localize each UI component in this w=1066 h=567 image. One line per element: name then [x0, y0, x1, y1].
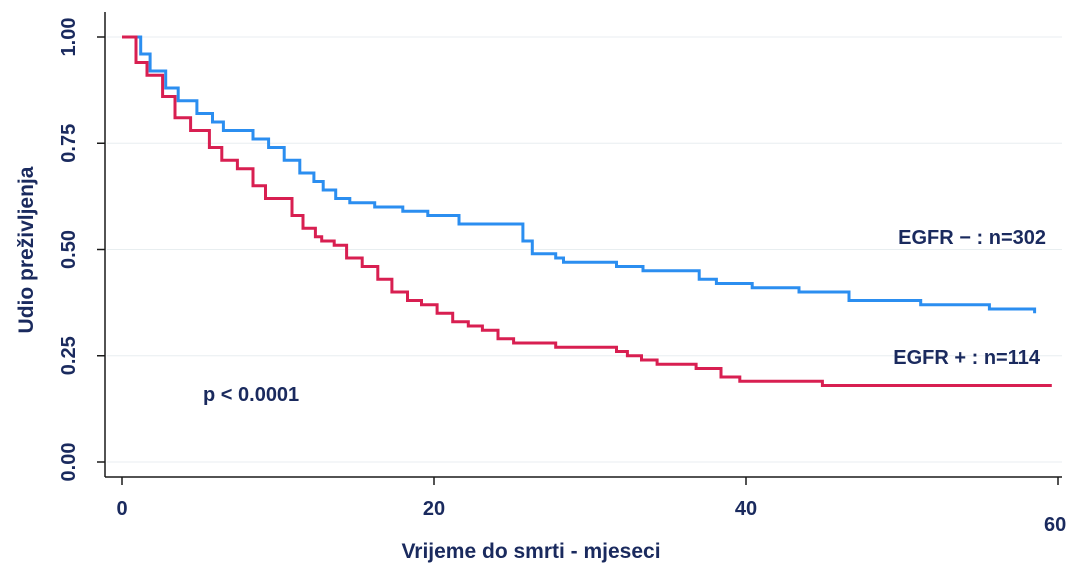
y-tick-label-3: 0.75	[58, 124, 80, 163]
y-tick-label-2: 0.50	[58, 230, 80, 269]
y-axis-title: Udio preživljenja	[15, 166, 38, 333]
x-tick-label-1: 20	[423, 498, 445, 520]
series-line-egfr-positive	[122, 35, 1052, 387]
legend-label-egfr-positive: EGFR + : n=114	[893, 347, 1041, 369]
x-tick-label-3: 60	[1044, 514, 1066, 536]
grid-layer	[107, 36, 1062, 463]
y-tick-label-1: 0.25	[58, 336, 80, 375]
x-tick-label-0: 0	[116, 498, 127, 520]
x-tick-label-2: 40	[735, 498, 757, 520]
ticks-layer: 0 20 40 60 0.00 0.25 0.50 0.75 1.00	[58, 18, 1066, 536]
legend-label-egfr-negative: EGFR − : n=302	[898, 227, 1046, 249]
y-tick-label-4: 1.00	[58, 18, 80, 57]
y-tick-label-0: 0.00	[58, 443, 80, 482]
series-line-egfr-negative	[122, 35, 1037, 314]
series-layer	[122, 35, 1052, 387]
p-value-label: p < 0.0001	[203, 384, 299, 406]
x-axis-title: Vrijeme do smrti - mjeseci	[401, 540, 660, 563]
axes-layer	[104, 12, 1062, 478]
